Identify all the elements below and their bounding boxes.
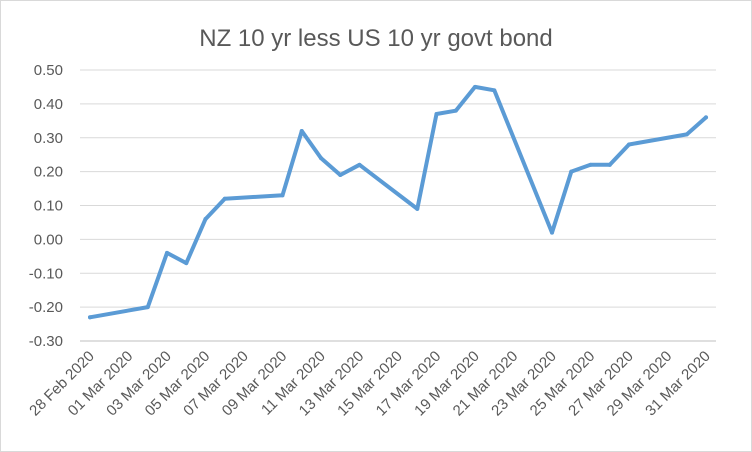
data-point: [319, 156, 323, 161]
series-layer: [88, 84, 708, 320]
y-tick-label: 0.50: [34, 62, 63, 79]
data-point: [280, 193, 285, 198]
series-line: [88, 84, 708, 320]
y-tick-label: -0.30: [29, 333, 63, 350]
y-axis-ticks: -0.30 -0.20 -0.10 0.00 0.10 0.20 0.30 0.40 0.50: [29, 62, 63, 350]
data-point: [222, 196, 227, 201]
data-point: [704, 115, 708, 120]
data-point: [627, 142, 631, 147]
y-tick-label: 0.20: [34, 164, 63, 181]
data-point: [184, 261, 189, 266]
data-point: [684, 132, 689, 137]
data-point: [550, 230, 554, 235]
y-tick-label: -0.10: [29, 265, 63, 282]
data-point: [203, 217, 208, 222]
data-point: [299, 128, 304, 133]
data-point: [88, 315, 92, 320]
y-tick-label: -0.20: [29, 299, 63, 316]
data-point: [607, 162, 612, 167]
data-point: [473, 84, 477, 89]
data-point: [338, 173, 343, 178]
chart-title: NZ 10 yr less US 10 yr govt bond: [199, 25, 552, 52]
data-point: [453, 108, 458, 113]
data-point: [165, 250, 169, 255]
y-tick-label: 0.00: [34, 231, 63, 248]
data-point: [145, 305, 150, 310]
data-point: [357, 162, 362, 167]
gridlines: [80, 69, 716, 342]
data-point: [434, 112, 439, 117]
y-tick-label: 0.10: [34, 198, 63, 215]
y-tick-label: 0.40: [34, 96, 63, 113]
data-point: [415, 206, 420, 211]
data-point: [569, 169, 574, 174]
y-tick-label: 0.30: [34, 130, 63, 147]
data-point: [492, 88, 497, 93]
data-point: [588, 162, 593, 167]
